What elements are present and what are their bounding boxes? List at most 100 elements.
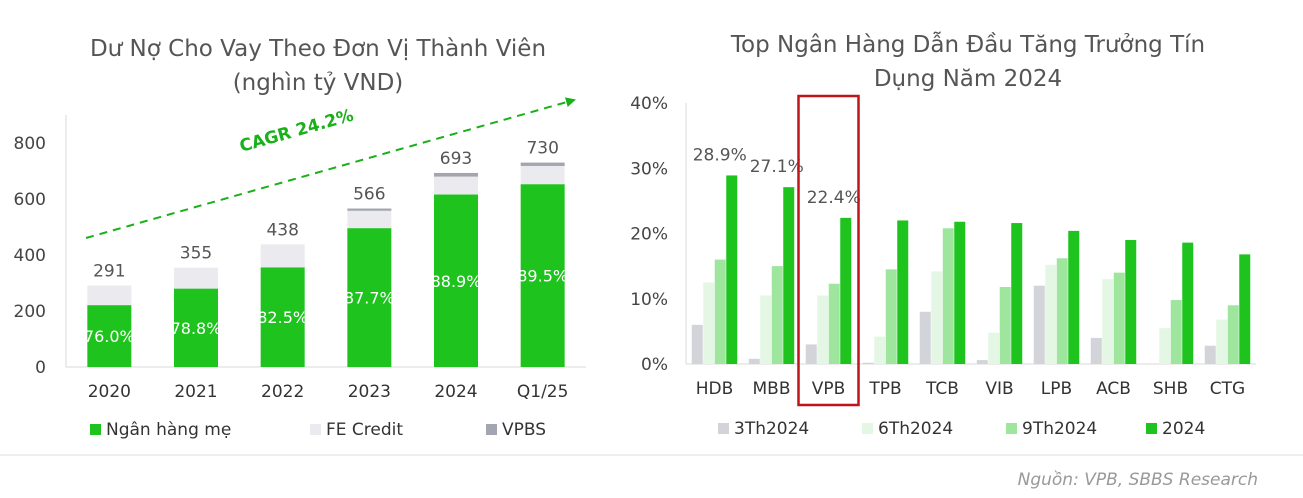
right-bar-2024-vib bbox=[1011, 223, 1023, 364]
right-legend: 3Th2024 6Th2024 9Th2024 2024 bbox=[718, 419, 1205, 439]
right-bar-9th2024-vpb bbox=[828, 283, 840, 364]
left-legend-swatch-vpbs bbox=[486, 424, 497, 435]
right-category-shb: SHB bbox=[1153, 379, 1188, 399]
left-bar-ng-n-h-ng-m-2021 bbox=[174, 288, 218, 367]
left-share-label-2024: 88.9% bbox=[431, 272, 482, 291]
right-bar-6th2024-acb bbox=[1102, 279, 1114, 364]
right-bar-3th2024-acb bbox=[1090, 337, 1102, 364]
left-total-label-q1-25: 730 bbox=[526, 139, 558, 159]
right-bar-6th2024-lpb bbox=[1045, 264, 1057, 364]
right-value-label-vpb: 22.4% bbox=[807, 188, 861, 208]
left-bar-ng-n-h-ng-m-2024 bbox=[434, 194, 478, 367]
right-category-tcb: TCB bbox=[925, 379, 959, 399]
right-legend-swatch-6th2024 bbox=[862, 423, 873, 434]
left-share-label-2021: 78.8% bbox=[171, 319, 222, 338]
right-bar-3th2024-lpb bbox=[1033, 285, 1045, 364]
left-category-2024: 2024 bbox=[434, 382, 477, 402]
left-share-label-2022: 82.5% bbox=[257, 308, 308, 327]
left-share-label-2020: 76.0% bbox=[84, 327, 135, 346]
right-category-mbb: MBB bbox=[753, 379, 791, 399]
right-bar-3th2024-ctg bbox=[1204, 345, 1216, 364]
right-category-acb: ACB bbox=[1096, 379, 1131, 399]
right-bar-6th2024-ctg bbox=[1216, 319, 1228, 364]
left-bar-fe-credit-2024 bbox=[434, 176, 478, 195]
right-y-tick-30: 30% bbox=[630, 159, 668, 179]
left-y-tick-400: 400 bbox=[14, 246, 46, 266]
right-bar-9th2024-vib bbox=[999, 287, 1011, 364]
right-category-ctg: CTG bbox=[1210, 379, 1245, 399]
right-chart-title-line1: Top Ngân Hàng Dẫn Đầu Tăng Trưởng Tín bbox=[730, 30, 1205, 58]
right-bar-6th2024-vpb bbox=[817, 295, 829, 364]
right-category-vib: VIB bbox=[985, 379, 1013, 399]
left-share-label-2023: 87.7% bbox=[344, 289, 395, 308]
left-bar-fe-credit-2023 bbox=[347, 210, 392, 229]
right-chart-title-line2: Dụng Năm 2024 bbox=[874, 66, 1062, 92]
right-value-label-hdb: 28.9% bbox=[693, 145, 747, 165]
left-chart-title: Dư Nợ Cho Vay Theo Đơn Vị Thành Viên bbox=[90, 36, 546, 62]
left-bar-ng-n-h-ng-m-2022 bbox=[260, 267, 305, 367]
left-bar-ng-n-h-ng-m-2020 bbox=[87, 305, 132, 367]
right-bar-3th2024-vpb bbox=[805, 344, 817, 364]
right-bar-3th2024-hdb bbox=[691, 324, 703, 364]
left-legend: Ngân hàng mẹ FE Credit VPBS bbox=[90, 420, 546, 440]
right-category-vpb: VPB bbox=[812, 379, 846, 399]
right-bar-2024-shb bbox=[1182, 242, 1194, 364]
left-bar-vpbs-q1-25 bbox=[520, 162, 565, 166]
right-bar-9th2024-ctg bbox=[1227, 305, 1239, 364]
right-bar-2024-tcb bbox=[954, 221, 966, 364]
left-chart-subtitle: (nghìn tỷ VND) bbox=[233, 70, 404, 96]
left-total-label-2022: 438 bbox=[266, 220, 298, 240]
right-category-tpb: TPB bbox=[868, 379, 901, 399]
left-y-ticks: 0 200 400 600 800 bbox=[14, 134, 46, 378]
right-y-tick-10: 10% bbox=[630, 290, 668, 310]
right-bar-2024-lpb bbox=[1068, 230, 1080, 364]
left-share-label-q1-25: 89.5% bbox=[517, 267, 568, 286]
right-bar-9th2024-shb bbox=[1170, 300, 1182, 364]
loan-balance-chart: Dư Nợ Cho Vay Theo Đơn Vị Thành Viên (ng… bbox=[14, 36, 586, 440]
left-bar-fe-credit-q1-25 bbox=[520, 165, 565, 185]
left-category-2022: 2022 bbox=[261, 382, 304, 402]
left-y-tick-600: 600 bbox=[14, 190, 46, 210]
right-bar-2024-acb bbox=[1125, 240, 1137, 364]
right-bar-9th2024-hdb bbox=[714, 259, 726, 364]
right-bar-6th2024-hdb bbox=[703, 282, 715, 364]
left-legend-label-fe-credit: FE Credit bbox=[326, 420, 403, 440]
left-bar-vpbs-2024 bbox=[434, 172, 478, 177]
right-y-tick-20: 20% bbox=[630, 225, 668, 245]
right-category-lpb: LPB bbox=[1041, 379, 1072, 399]
left-total-label-2023: 566 bbox=[353, 185, 385, 205]
left-total-label-2020: 291 bbox=[93, 262, 125, 282]
right-bar-2024-hdb bbox=[726, 175, 738, 364]
left-y-tick-200: 200 bbox=[14, 302, 46, 322]
left-y-tick-800: 800 bbox=[14, 134, 46, 154]
left-bar-fe-credit-2020 bbox=[87, 285, 132, 306]
left-total-label-2021: 355 bbox=[180, 244, 212, 264]
left-bar-fe-credit-2021 bbox=[174, 267, 218, 289]
source-note: Nguồn: VPB, SBBS Research bbox=[1018, 469, 1258, 490]
right-bars: 28.9%27.1%22.4% bbox=[691, 145, 1251, 364]
right-bar-9th2024-tpb bbox=[885, 269, 897, 364]
right-bar-2024-tpb bbox=[897, 220, 909, 364]
cagr-annotation: CAGR 24.2% bbox=[237, 106, 356, 157]
right-y-tick-0: 0% bbox=[641, 355, 668, 375]
left-category-q1-25: Q1/25 bbox=[517, 382, 569, 402]
left-bar-fe-credit-2022 bbox=[260, 244, 305, 268]
left-category-2023: 2023 bbox=[348, 382, 391, 402]
right-bar-6th2024-shb bbox=[1159, 328, 1171, 364]
right-bar-9th2024-acb bbox=[1113, 272, 1125, 364]
left-total-label-2024: 693 bbox=[440, 149, 472, 169]
left-bars: 76.0% 291 78.8% 355 82.5% 438 87.7% 566 88.9% 693… bbox=[84, 139, 568, 367]
right-legend-label-2024: 2024 bbox=[1162, 419, 1205, 439]
left-bar-ng-n-h-ng-m-q1-25 bbox=[520, 184, 565, 367]
left-legend-swatch-fe-credit bbox=[310, 424, 321, 435]
right-y-tick-40: 40% bbox=[630, 94, 668, 114]
right-bar-3th2024-vib bbox=[976, 360, 988, 364]
left-category-labels: 2020 2021 2022 2023 2024 Q1/25 bbox=[88, 382, 569, 402]
right-bar-6th2024-mbb bbox=[760, 295, 772, 364]
right-bar-2024-mbb bbox=[783, 187, 795, 364]
left-y-tick-0: 0 bbox=[35, 358, 46, 378]
left-legend-swatch-ng-n-h-ng-m bbox=[90, 424, 101, 435]
right-bar-3th2024-mbb bbox=[748, 358, 760, 364]
right-category-labels: HDB MBB VPB TPB TCB VIB LPB ACB SHB CTG bbox=[696, 379, 1245, 399]
